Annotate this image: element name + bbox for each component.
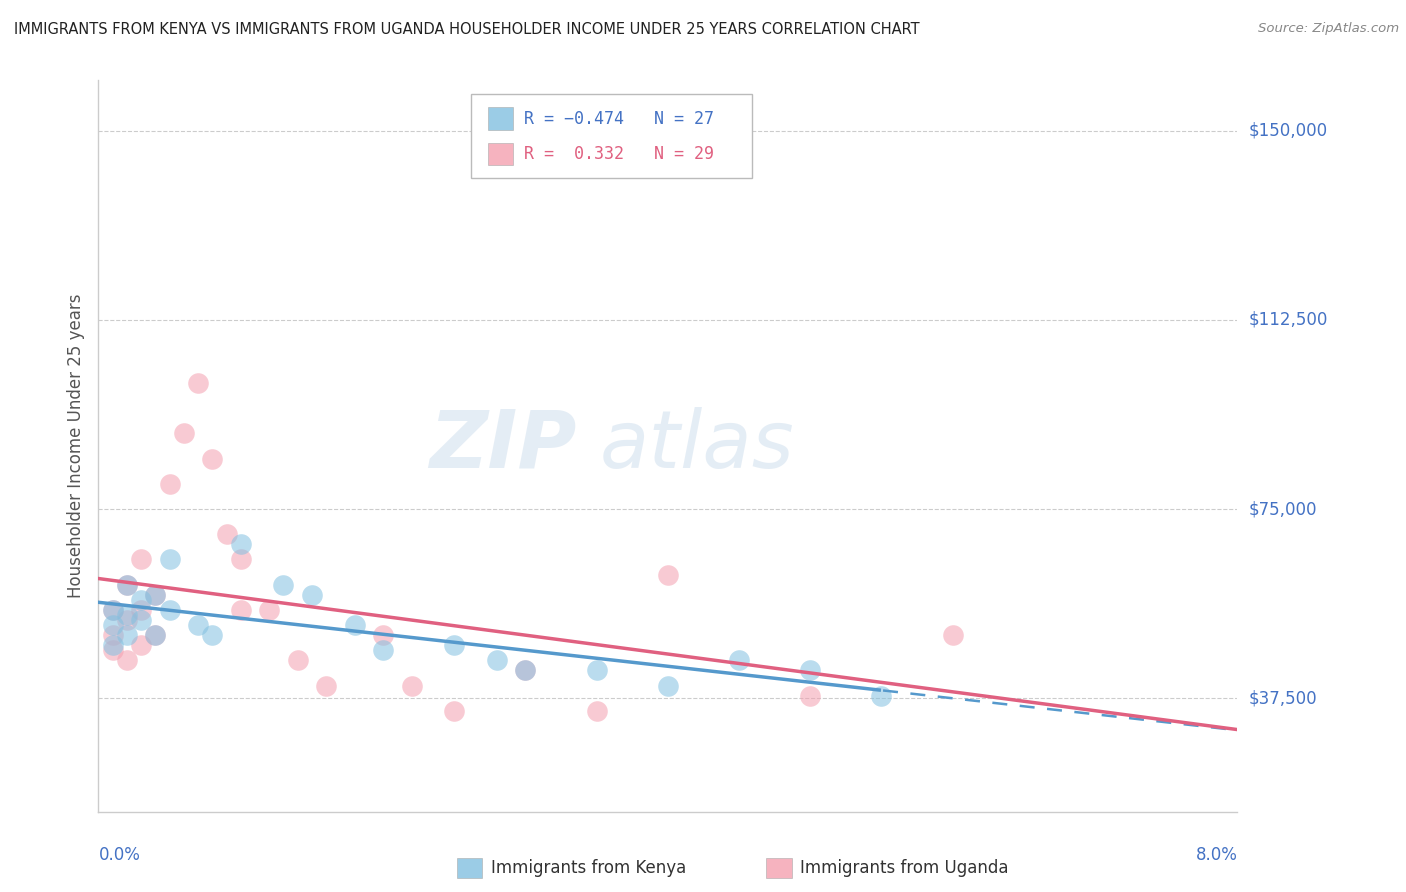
Text: Immigrants from Uganda: Immigrants from Uganda	[800, 859, 1008, 877]
Text: Immigrants from Kenya: Immigrants from Kenya	[491, 859, 686, 877]
Point	[115, 613, 138, 627]
Point	[259, 603, 281, 617]
Text: $112,500: $112,500	[1249, 311, 1327, 329]
Point	[273, 578, 295, 592]
Point	[799, 664, 821, 678]
Point	[115, 653, 138, 667]
Point	[215, 527, 238, 541]
Point	[187, 618, 209, 632]
Point	[187, 376, 209, 390]
Y-axis label: Householder Income Under 25 years: Householder Income Under 25 years	[66, 293, 84, 599]
Point	[173, 426, 195, 441]
Point	[101, 638, 124, 652]
Point	[401, 679, 423, 693]
Point	[728, 653, 751, 667]
Text: R =  0.332   N = 29: R = 0.332 N = 29	[524, 145, 714, 163]
Point	[287, 653, 309, 667]
Point	[129, 613, 152, 627]
Text: $37,500: $37,500	[1249, 690, 1317, 707]
Point	[371, 643, 394, 657]
Point	[201, 451, 224, 466]
Point	[101, 643, 124, 657]
Point	[115, 578, 138, 592]
Point	[443, 704, 465, 718]
Point	[229, 603, 252, 617]
Point	[371, 628, 394, 642]
Point	[145, 628, 167, 642]
Point	[129, 638, 152, 652]
Point	[443, 638, 465, 652]
Point	[515, 664, 537, 678]
Point	[229, 537, 252, 551]
Point	[870, 689, 893, 703]
Point	[145, 588, 167, 602]
Point	[486, 653, 509, 667]
Point	[145, 588, 167, 602]
Point	[101, 603, 124, 617]
Point	[159, 603, 181, 617]
Point	[115, 628, 138, 642]
Text: $150,000: $150,000	[1249, 121, 1327, 140]
Text: ZIP: ZIP	[429, 407, 576, 485]
Point	[159, 476, 181, 491]
Point	[657, 679, 679, 693]
Point	[101, 618, 124, 632]
Point	[942, 628, 965, 642]
Text: Source: ZipAtlas.com: Source: ZipAtlas.com	[1258, 22, 1399, 36]
Point	[515, 664, 537, 678]
Point	[101, 628, 124, 642]
Point	[343, 618, 366, 632]
Point	[129, 592, 152, 607]
Point	[201, 628, 224, 642]
Point	[129, 603, 152, 617]
Point	[585, 704, 607, 718]
Point	[799, 689, 821, 703]
Text: atlas: atlas	[599, 407, 794, 485]
Point	[115, 607, 138, 622]
Point	[115, 578, 138, 592]
Point	[229, 552, 252, 566]
Point	[145, 628, 167, 642]
Point	[129, 552, 152, 566]
Point	[159, 552, 181, 566]
Text: 0.0%: 0.0%	[98, 847, 141, 864]
Point	[101, 603, 124, 617]
Point	[315, 679, 337, 693]
Point	[657, 567, 679, 582]
Text: $75,000: $75,000	[1249, 500, 1317, 518]
Text: IMMIGRANTS FROM KENYA VS IMMIGRANTS FROM UGANDA HOUSEHOLDER INCOME UNDER 25 YEAR: IMMIGRANTS FROM KENYA VS IMMIGRANTS FROM…	[14, 22, 920, 37]
Point	[301, 588, 323, 602]
Point	[585, 664, 607, 678]
Text: R = −0.474   N = 27: R = −0.474 N = 27	[524, 110, 714, 128]
Text: 8.0%: 8.0%	[1195, 847, 1237, 864]
